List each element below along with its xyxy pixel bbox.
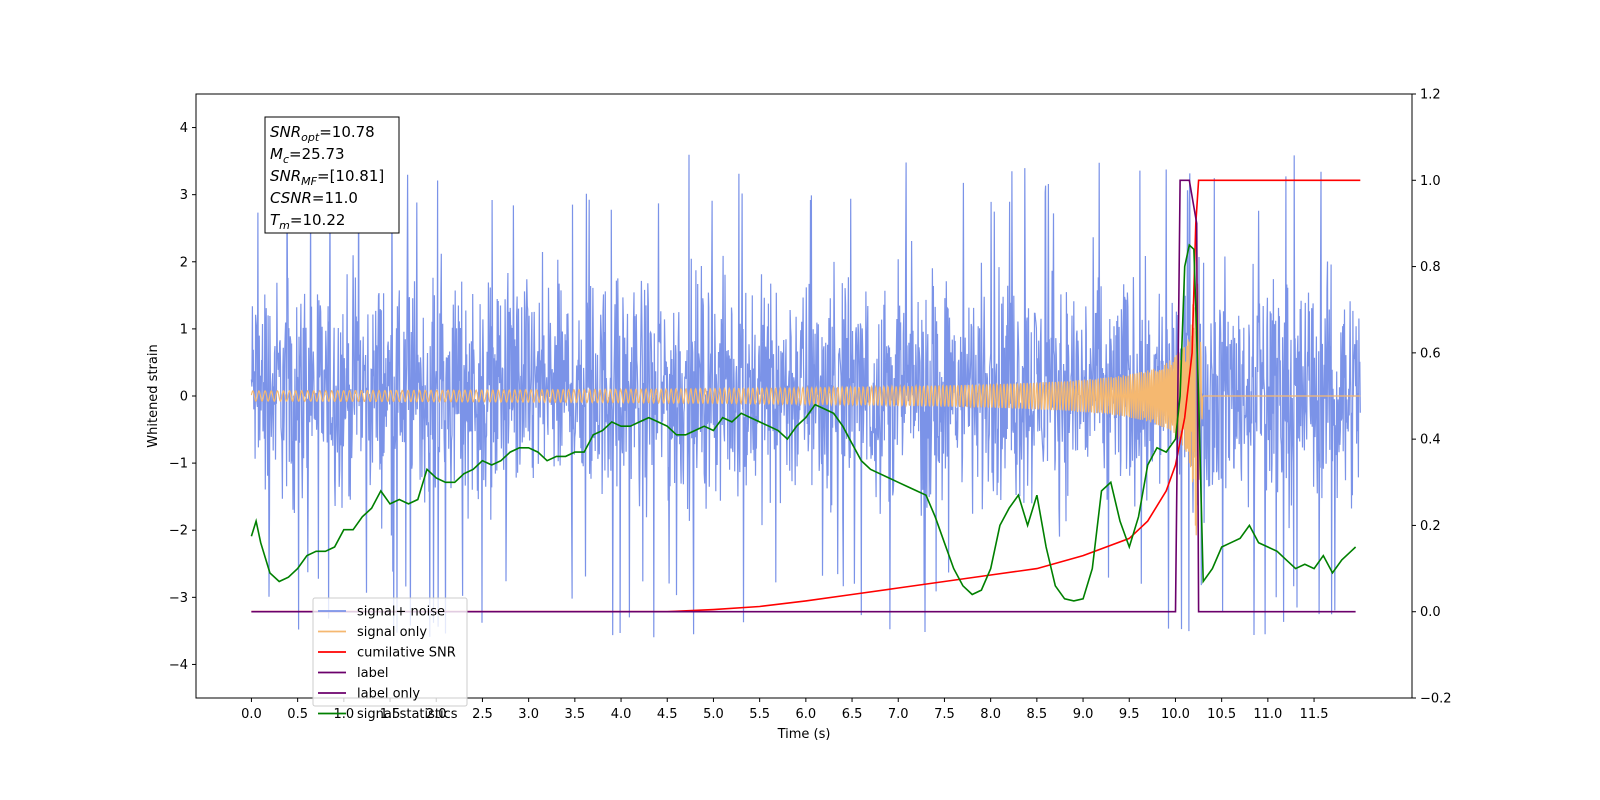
x-tick-label: 4.0 bbox=[611, 707, 632, 722]
legend-entry: signal statistics bbox=[357, 707, 458, 722]
x-axis-ticks: 0.0 0.5 1.0 1.5 2.0 2.5 3.0 3.5 4.0 4.5 5.0 5.5 6.0 6… bbox=[241, 698, 1329, 722]
y-tick-label: −1 bbox=[169, 457, 188, 472]
x-tick-label: 1.5 bbox=[380, 707, 401, 722]
y2-tick-label: 0.2 bbox=[1420, 519, 1441, 534]
y-axis-ticks: −4 −3 −2 −1 0 1 2 3 4 bbox=[169, 121, 196, 673]
x-tick-label: 2.5 bbox=[472, 707, 493, 722]
x-tick-label: 7.5 bbox=[934, 707, 955, 722]
x-tick-label: 5.0 bbox=[703, 707, 724, 722]
y2-tick-label: 0.8 bbox=[1420, 260, 1441, 275]
y2-tick-label: 1.0 bbox=[1420, 174, 1441, 189]
y-tick-label: −2 bbox=[169, 524, 188, 539]
x-tick-label: 3.0 bbox=[518, 707, 539, 722]
x-tick-label: 2.0 bbox=[426, 707, 447, 722]
stats-annotation-box: SNRopt=10.78Mc=25.73SNRMF=[10.81]CSNR=11… bbox=[264, 116, 400, 234]
y2-tick-label: 0.0 bbox=[1420, 605, 1441, 620]
x-tick-label: 6.0 bbox=[796, 707, 817, 722]
x-tick-label: 0.5 bbox=[287, 707, 308, 722]
signal-statistics-line bbox=[250, 243, 1357, 602]
legend-entry: signal only bbox=[357, 625, 427, 640]
label-line bbox=[251, 179, 1356, 613]
x-tick-label: 9.0 bbox=[1073, 707, 1094, 722]
legend-entry: label only bbox=[357, 687, 420, 702]
x-axis-label: Time (s) bbox=[777, 727, 831, 742]
y-tick-label: 1 bbox=[180, 322, 188, 337]
legend-entry: cumilative SNR bbox=[357, 646, 456, 661]
y-axis-label: Whitened strain bbox=[146, 344, 161, 447]
legend-entry: label bbox=[357, 666, 388, 681]
legend: signal+ noise signal only cumilative SNR la… bbox=[312, 597, 468, 722]
annotation-line: SNRMF=[10.81] bbox=[270, 167, 384, 188]
y-tick-label: −3 bbox=[169, 591, 188, 606]
x-tick-label: 6.5 bbox=[842, 707, 863, 722]
y-tick-label: 4 bbox=[180, 121, 188, 136]
x-tick-label: 8.0 bbox=[980, 707, 1001, 722]
y2-tick-label: 0.6 bbox=[1420, 346, 1441, 361]
x-tick-label: 4.5 bbox=[657, 707, 678, 722]
y2-tick-label: 0.4 bbox=[1420, 433, 1441, 448]
cumilative-snr-line bbox=[251, 179, 1361, 613]
x-tick-label: 9.5 bbox=[1119, 707, 1140, 722]
x-tick-label: 3.5 bbox=[565, 707, 586, 722]
annotation-frame bbox=[264, 116, 400, 234]
right-axis-series bbox=[250, 179, 1361, 613]
x-tick-label: 11.0 bbox=[1253, 707, 1282, 722]
annotation-line: Mc=25.73 bbox=[270, 145, 345, 166]
x-tick-label: 7.0 bbox=[888, 707, 909, 722]
legend-entry: signal+ noise bbox=[357, 605, 445, 620]
x-tick-label: 10.5 bbox=[1207, 707, 1236, 722]
y-tick-label: −4 bbox=[169, 658, 188, 673]
x-tick-label: 5.5 bbox=[749, 707, 770, 722]
x-tick-label: 1.0 bbox=[333, 707, 354, 722]
x-tick-label: 11.5 bbox=[1300, 707, 1329, 722]
annotation-line: SNRopt=10.78 bbox=[270, 123, 375, 144]
y-tick-label: 0 bbox=[180, 390, 188, 405]
x-tick-label: 8.5 bbox=[1027, 707, 1048, 722]
annotation-line: CSNR=11.0 bbox=[270, 189, 358, 207]
annotation-line: Tm=10.22 bbox=[270, 211, 345, 232]
y2-tick-label: 1.2 bbox=[1420, 88, 1441, 103]
x-tick-label: 0.0 bbox=[241, 707, 262, 722]
y2-tick-label: −0.2 bbox=[1420, 692, 1452, 707]
legend-frame bbox=[312, 597, 468, 707]
y2-axis-ticks: −0.2 0.0 0.2 0.4 0.6 0.8 1.0 1.2 bbox=[1412, 88, 1452, 707]
y-tick-label: 2 bbox=[180, 255, 188, 270]
x-tick-label: 10.0 bbox=[1161, 707, 1190, 722]
y-tick-label: 3 bbox=[180, 188, 188, 203]
